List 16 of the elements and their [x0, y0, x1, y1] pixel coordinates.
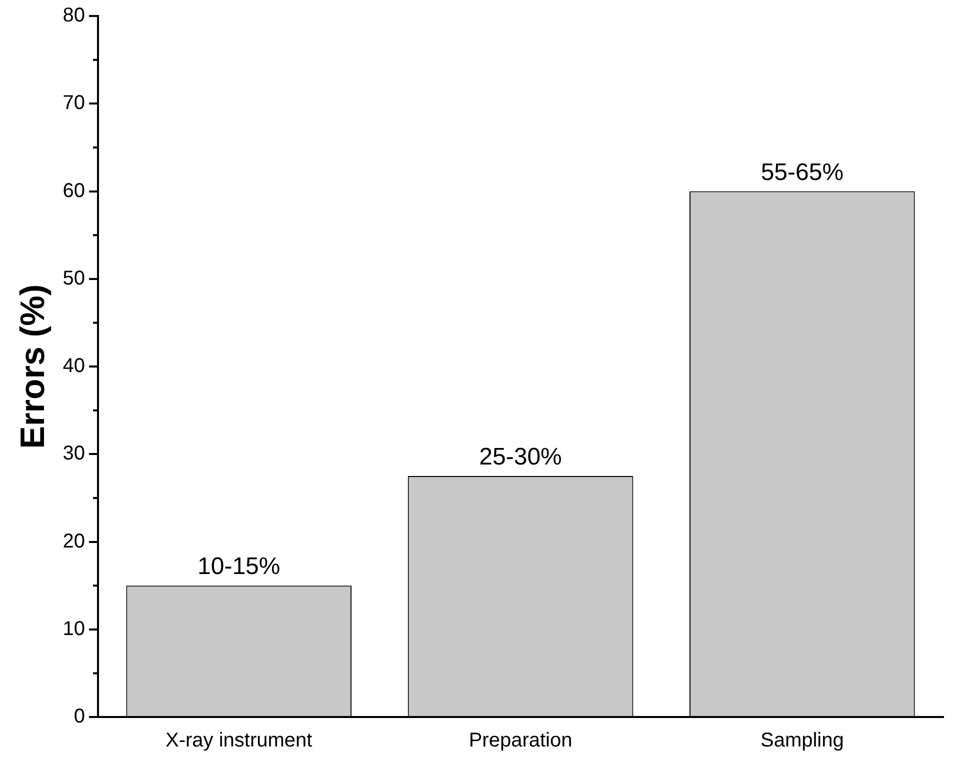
y-tick-label: 70 [62, 92, 86, 114]
annotation: 55-65% [760, 158, 844, 186]
y-tick-label: 10 [62, 618, 86, 640]
x-tick-label: Preparation [468, 730, 572, 752]
y-tick-label: 80 [62, 4, 86, 27]
y-tick-label: 40 [62, 355, 86, 378]
x-tick-label: Sampling [760, 730, 844, 752]
y-tick-label: 0 [74, 706, 86, 728]
y-tick-label: 20 [62, 530, 86, 552]
y-tick-label: 60 [62, 180, 86, 202]
annotation: 10-15% [198, 553, 280, 580]
y-axis-title: Errors (%) [14, 284, 52, 449]
x-tick-label: X-ray instrument [166, 730, 313, 752]
annotation: 25-30% [479, 444, 562, 471]
y-tick-label: 30 [62, 442, 86, 465]
y-tick-label: 50 [62, 267, 86, 290]
